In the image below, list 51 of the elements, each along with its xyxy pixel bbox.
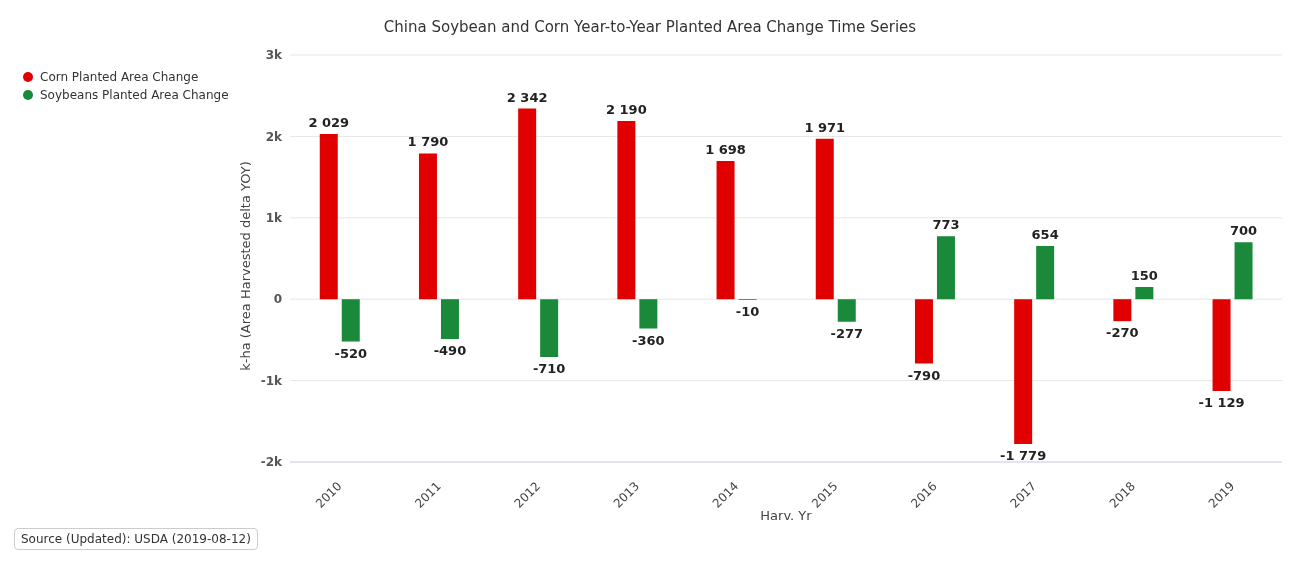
bar [716,160,735,300]
chart-title: China Soybean and Corn Year-to-Year Planted Area Change Time Series [382,18,918,36]
legend-label: Corn Planted Area Change [40,70,199,84]
bar [639,299,658,329]
bar [815,138,834,300]
bar [1234,242,1253,300]
bar [1212,299,1231,392]
y-tick-label: 1k [265,211,284,226]
x-axis-title: Harv. Yr [760,508,812,523]
y-tick-label: 3k [265,48,284,63]
data-label: 1 698 [705,141,746,157]
data-label: -277 [830,325,864,341]
bar [540,299,559,357]
data-label: -710 [532,360,566,376]
bar [518,108,537,300]
bar [1135,286,1154,300]
bar [1036,245,1055,300]
bar [936,236,955,300]
legend-label: Soybeans Planted Area Change [40,88,229,102]
y-tick-label: -2k [260,455,284,470]
bar [837,299,856,322]
y-tick-label: 2k [265,129,284,144]
bar [617,120,636,300]
y-tick-label: -1k [260,373,284,388]
bar [319,134,338,300]
y-tick-label: 0 [273,292,282,307]
source-note: Source (Updated): USDA (2019-08-12) [14,528,258,550]
data-label: 700 [1229,223,1258,239]
data-label: -1 779 [1000,448,1047,464]
bar [440,299,459,340]
data-label: 150 [1130,267,1158,283]
data-label: -790 [907,367,941,383]
bar [418,153,437,300]
data-label: -10 [735,304,760,320]
data-label: -490 [433,343,467,359]
data-label: 2 190 [606,101,647,117]
data-label: 2 342 [506,89,548,105]
data-label: 654 [1031,226,1059,242]
bar [914,299,933,364]
y-axis-title: k-ha (Area Harvested delta YOY) [237,161,253,371]
data-label: -520 [334,345,368,361]
data-label: 1 790 [407,134,449,150]
data-label: -360 [632,332,665,348]
bar [1113,299,1132,322]
data-label: -270 [1106,325,1139,341]
data-label: 2 029 [308,115,350,131]
data-label: 773 [932,217,960,233]
bar [1014,299,1033,445]
data-label: 1 971 [804,119,846,135]
bar [341,299,360,342]
data-label: -1 129 [1198,395,1245,411]
